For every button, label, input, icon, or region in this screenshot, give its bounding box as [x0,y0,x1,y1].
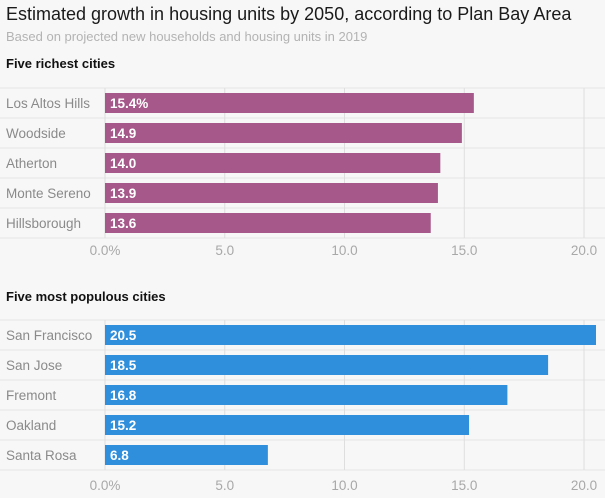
panel-title: Five richest cities [6,56,115,71]
chart-title: Estimated growth in housing units by 205… [6,4,572,24]
bar [105,123,462,143]
data-label: 18.5 [110,358,137,373]
bar [105,355,549,375]
data-label: 14.9 [110,126,136,141]
tick-label: 10.0 [331,478,357,493]
tick-label: 15.0 [451,243,477,258]
bar [105,93,474,113]
tick-label: 15.0 [451,478,477,493]
category-label: Santa Rosa [6,448,77,463]
tick-label: 5.0 [215,478,234,493]
data-label: 13.6 [110,216,137,231]
bar [105,385,508,405]
category-label: Woodside [6,126,66,141]
category-label: San Jose [6,358,62,373]
tick-label: 20.0 [571,243,597,258]
chart-subtitle: Based on projected new households and ho… [6,29,368,44]
bar [105,415,470,435]
category-label: Monte Sereno [6,186,91,201]
category-label: Atherton [6,156,57,171]
category-label: San Francisco [6,328,92,343]
data-label: 6.8 [110,448,129,463]
bar [105,445,268,465]
category-label: Los Altos Hills [6,96,90,111]
data-label: 20.5 [110,328,137,343]
data-label: 14.0 [110,156,136,171]
tick-label: 5.0 [215,243,234,258]
bar [105,325,596,345]
tick-label: 10.0 [331,243,357,258]
category-label: Fremont [6,388,57,403]
panel-title: Five most populous cities [6,289,166,304]
tick-label: 0.0% [90,243,121,258]
bar [105,213,431,233]
data-label: 15.4% [110,96,148,111]
tick-label: 20.0 [571,478,597,493]
bar [105,153,441,173]
bar [105,183,438,203]
data-label: 15.2 [110,418,136,433]
category-label: Oakland [6,418,56,433]
data-label: 16.8 [110,388,137,403]
tick-label: 0.0% [90,478,121,493]
category-label: Hillsborough [6,216,81,231]
data-label: 13.9 [110,186,136,201]
